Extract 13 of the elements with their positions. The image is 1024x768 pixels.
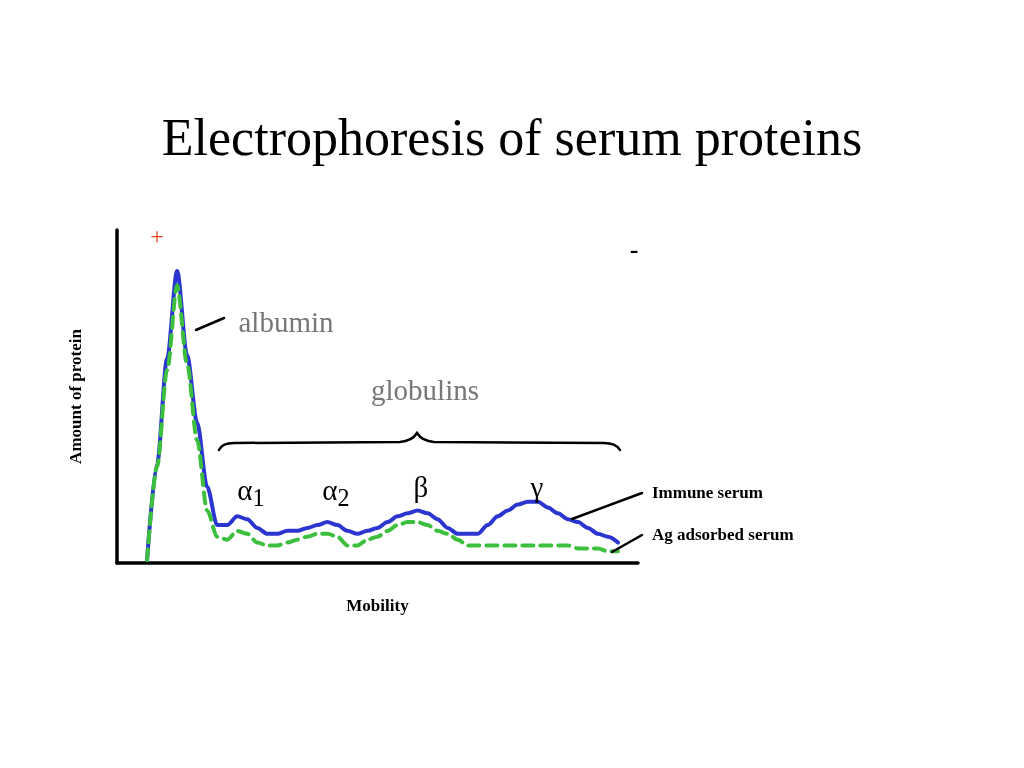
y-axis-title: Amount of protein bbox=[66, 328, 85, 464]
text: Ag adsorbed serum bbox=[651, 524, 794, 544]
chart-title: Electrophoresis of serum proteins bbox=[161, 108, 863, 166]
text: Immune serum bbox=[651, 483, 763, 503]
annotation: α$_{2}$ bbox=[322, 473, 350, 512]
annotation: albumin bbox=[238, 305, 334, 338]
annotation: γ bbox=[530, 470, 544, 503]
x-axis-title: Mobility bbox=[346, 596, 410, 615]
annotation: globulins bbox=[371, 373, 479, 406]
text: - bbox=[629, 235, 639, 264]
text: + bbox=[150, 223, 164, 249]
annotation: α$_{1}$ bbox=[237, 473, 265, 512]
annotation: β bbox=[413, 470, 429, 503]
